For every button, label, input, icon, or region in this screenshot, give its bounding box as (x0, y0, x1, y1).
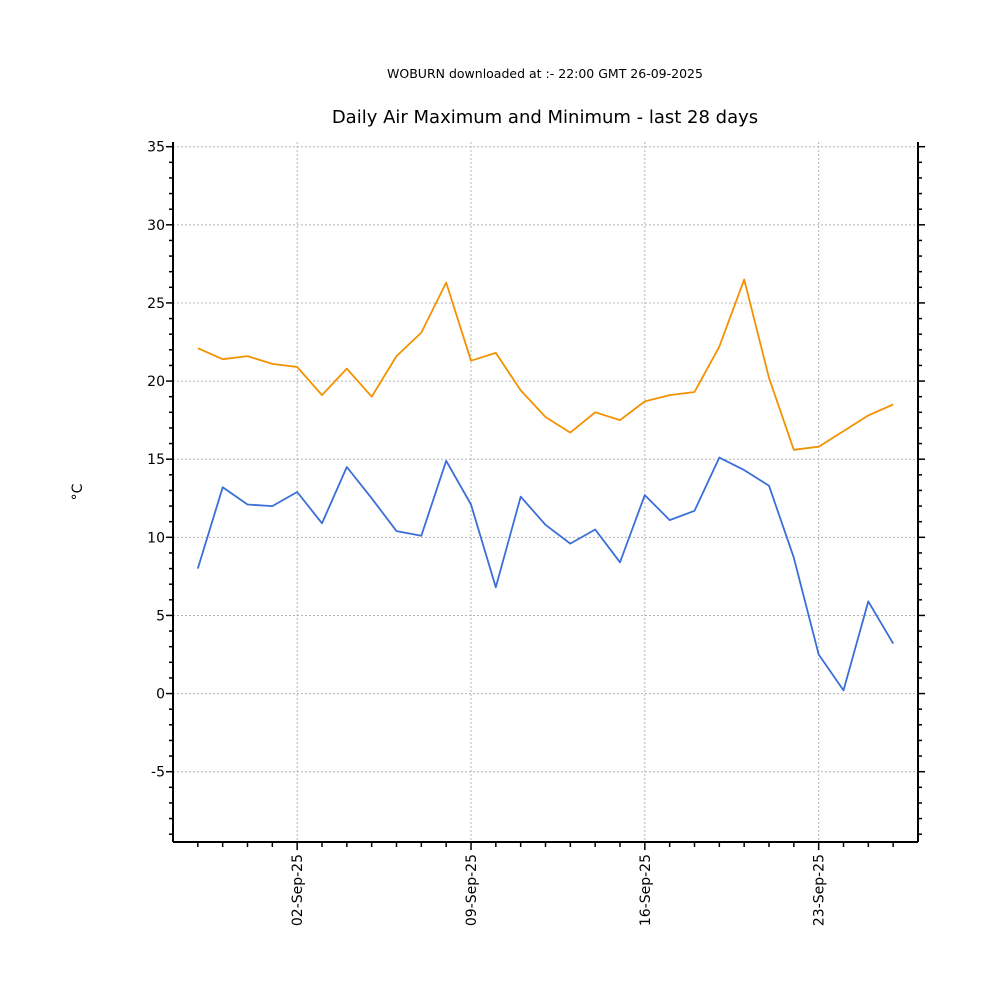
x-tick-label: 16-Sep-25 (638, 854, 654, 926)
y-tick-label: 25 (147, 296, 165, 312)
x-tick-label: 23-Sep-25 (812, 854, 828, 926)
tick-labels: -5 0 5 10 15 20 25 30 35 02-Sep-25 09-Sep-25 16-Sep… (147, 140, 827, 926)
chart-subtitle: WOBURN downloaded at :- 22:00 GMT 26-09-… (387, 66, 703, 81)
y-tick-label: 0 (156, 687, 165, 703)
series-line-minimum (196, 456, 894, 692)
chart-title: Daily Air Maximum and Minimum - last 28 … (332, 107, 758, 128)
y-axis-label: °C (70, 483, 86, 500)
x-tick-label: 02-Sep-25 (290, 854, 306, 926)
y-tick-label: 20 (147, 374, 165, 390)
y-tick-label: 10 (147, 530, 165, 546)
y-tick-label: -5 (151, 765, 165, 781)
y-tick-label: 15 (147, 452, 165, 468)
y-tick-label: 35 (147, 140, 165, 156)
y-tick-label: 5 (156, 608, 165, 624)
y-tick-label: 30 (147, 218, 165, 234)
series-line-maximum (197, 278, 894, 451)
ticks (166, 145, 925, 850)
grid (173, 142, 918, 842)
series-lines (196, 278, 894, 692)
axes (172, 142, 919, 843)
x-tick-label: 09-Sep-25 (464, 854, 480, 926)
